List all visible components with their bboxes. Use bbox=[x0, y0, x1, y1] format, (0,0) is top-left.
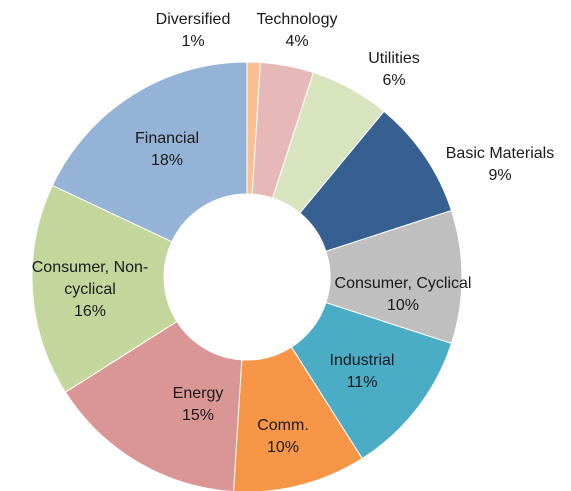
donut-slice bbox=[31, 184, 178, 393]
value-label: 11% bbox=[346, 374, 378, 391]
slice-label: Consumer, Non-cyclical 16% bbox=[10, 257, 170, 323]
value-label: 10% bbox=[386, 297, 420, 314]
slice-label: Financial 18% bbox=[87, 128, 247, 172]
slice-label: Industrial 11% bbox=[282, 350, 442, 394]
slice-label: Technology 4% bbox=[217, 9, 377, 53]
value-label: 16% bbox=[73, 303, 107, 320]
category-label: Financial bbox=[134, 130, 200, 147]
category-label: Industrial bbox=[329, 352, 395, 369]
category-label: Basic Materials bbox=[445, 145, 555, 162]
value-label: 6% bbox=[382, 72, 406, 89]
value-label: 15% bbox=[181, 407, 215, 424]
category-label: Utilities bbox=[368, 50, 420, 67]
category-label: Diversified bbox=[155, 11, 231, 28]
category-label: Technology bbox=[256, 11, 338, 28]
category-label: Energy bbox=[172, 385, 224, 402]
donut-slice bbox=[64, 320, 243, 491]
donut-slice bbox=[325, 209, 463, 345]
category-label: Comm. bbox=[257, 417, 309, 434]
donut-slice bbox=[290, 302, 453, 460]
value-label: 4% bbox=[285, 33, 309, 50]
slice-label: Comm. 10% bbox=[203, 415, 363, 459]
slice-label: Consumer, Cyclical 10% bbox=[323, 273, 483, 317]
donut-slice bbox=[51, 61, 248, 243]
slice-label: Energy 15% bbox=[118, 383, 278, 427]
slice-label: Diversified 1% bbox=[113, 9, 273, 53]
value-label: 10% bbox=[266, 439, 300, 456]
value-label: 18% bbox=[150, 152, 184, 169]
value-label: 9% bbox=[488, 167, 512, 184]
slice-label: Basic Materials 9% bbox=[420, 143, 571, 187]
donut-slice bbox=[233, 346, 363, 491]
value-label: 1% bbox=[181, 33, 205, 50]
category-label: Consumer, Cyclical bbox=[334, 275, 472, 292]
slice-label: Utilities 6% bbox=[314, 48, 474, 92]
category-label: Consumer, Non-cyclical bbox=[31, 259, 149, 298]
